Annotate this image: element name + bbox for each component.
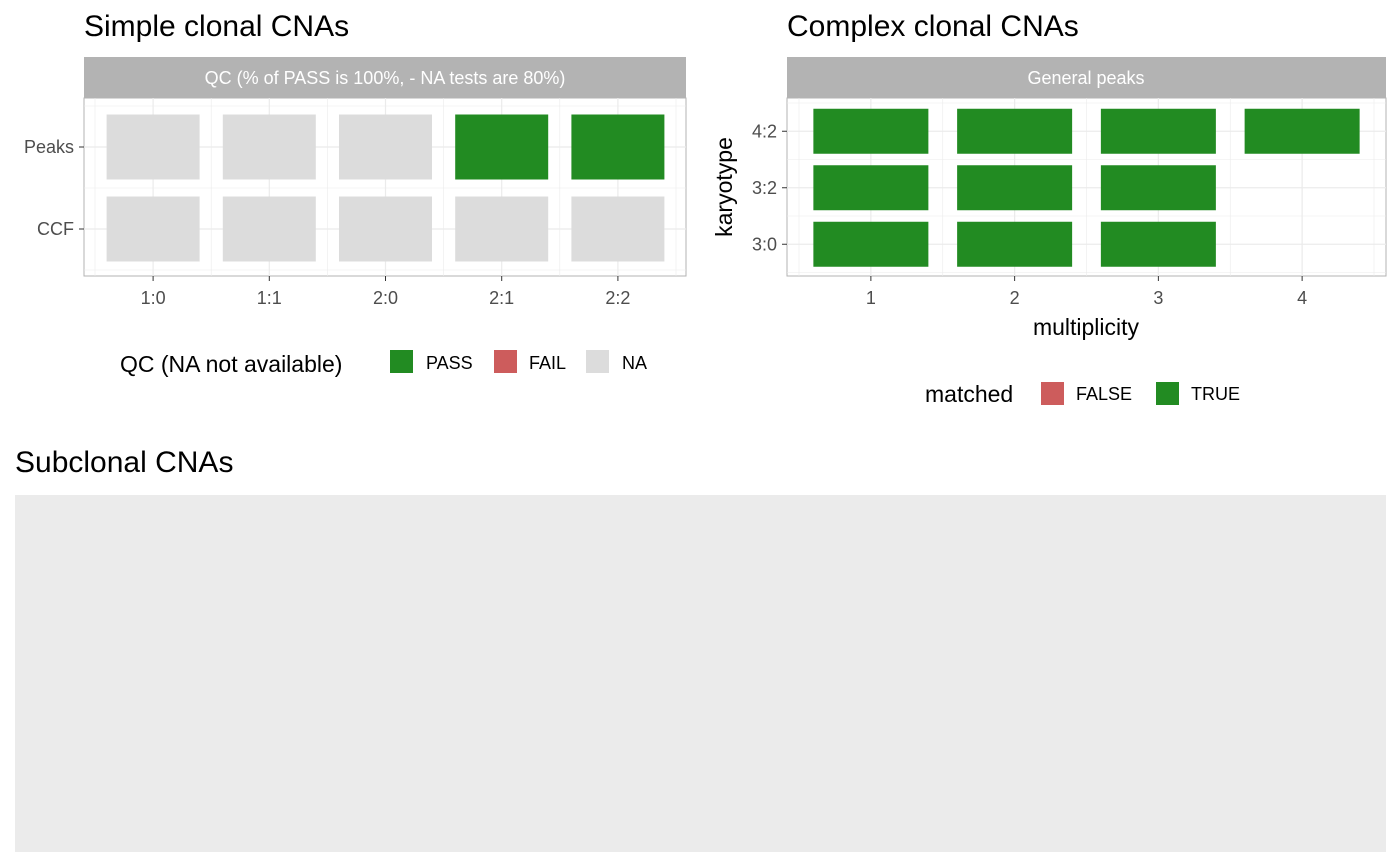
x-tick-label-2-2: 2:2 xyxy=(605,288,630,308)
x-tick-label-1-0: 1:0 xyxy=(141,288,166,308)
simple-legend-label-fail: FAIL xyxy=(529,353,566,373)
tile-3-3-0-true xyxy=(1100,221,1216,267)
x-tick-label-1: 1 xyxy=(866,288,876,308)
tile-3-4-2-true xyxy=(1100,108,1216,154)
tile-1-1-ccf-na xyxy=(222,196,316,262)
simple-clonal-cnas-plot: Simple clonal CNAs QC (% of PASS is 100%… xyxy=(24,10,687,377)
tile-2-2-ccf-na xyxy=(571,196,665,262)
tile-2-1-ccf-na xyxy=(455,196,549,262)
tile-4-4-2-true xyxy=(1244,108,1360,154)
tile-2-2-peaks-pass xyxy=(571,114,665,180)
tile-1-4-2-true xyxy=(813,108,929,154)
complex-tiles xyxy=(813,108,1360,267)
tile-2-4-2-true xyxy=(957,108,1073,154)
complex-legend-label-true: TRUE xyxy=(1191,384,1240,404)
complex-plot-title: Complex clonal CNAs xyxy=(787,10,1079,43)
complex-x-axis: 1 2 3 4 xyxy=(866,276,1307,308)
simple-strip-label: QC (% of PASS is 100%, - NA tests are 80… xyxy=(205,68,566,88)
simple-legend-label-na: NA xyxy=(622,353,647,373)
tile-2-0-peaks-na xyxy=(339,114,432,180)
complex-x-axis-title: multiplicity xyxy=(1033,314,1140,340)
complex-y-axis-title: karyotype xyxy=(711,137,737,237)
complex-legend-key-true xyxy=(1156,382,1179,405)
x-tick-label-2: 2 xyxy=(1010,288,1020,308)
simple-legend-label-pass: PASS xyxy=(426,353,473,373)
simple-legend-key-na xyxy=(586,350,609,373)
x-tick-label-1-1: 1:1 xyxy=(257,288,282,308)
simple-legend-key-fail xyxy=(494,350,517,373)
y-tick-label-peaks: Peaks xyxy=(24,137,74,157)
y-tick-label-3-2: 3:2 xyxy=(752,178,777,198)
x-tick-label-2-1: 2:1 xyxy=(489,288,514,308)
tile-1-3-0-true xyxy=(813,221,929,267)
tile-1-0-peaks-na xyxy=(106,114,200,180)
complex-legend-title: matched xyxy=(925,381,1013,407)
subclonal-empty-panel xyxy=(15,495,1386,852)
x-tick-label-2-0: 2:0 xyxy=(373,288,398,308)
tile-1-1-peaks-na xyxy=(222,114,316,180)
tile-3-3-2-true xyxy=(1100,165,1216,211)
complex-legend: matched FALSE TRUE xyxy=(925,381,1240,407)
simple-legend-key-pass xyxy=(390,350,413,373)
tile-2-3-0-true xyxy=(957,221,1073,267)
tile-1-3-2-true xyxy=(813,165,929,211)
simple-tiles xyxy=(106,114,665,262)
tile-2-0-ccf-na xyxy=(339,196,432,262)
tile-2-1-peaks-pass xyxy=(455,114,549,180)
subclonal-cnas-plot: Subclonal CNAs xyxy=(15,446,1386,852)
tile-1-0-ccf-na xyxy=(106,196,200,262)
simple-legend: QC (NA not available) PASS FAIL NA xyxy=(120,350,647,377)
simple-plot-title: Simple clonal CNAs xyxy=(84,10,349,43)
complex-y-axis: 4:2 3:2 3:0 xyxy=(752,121,787,254)
simple-x-axis: 1:0 1:1 2:0 2:1 2:2 xyxy=(141,276,630,308)
complex-strip-label: General peaks xyxy=(1027,68,1144,88)
y-tick-label-3-0: 3:0 xyxy=(752,234,777,254)
simple-legend-title: QC (NA not available) xyxy=(120,351,342,377)
complex-strip xyxy=(787,57,1386,98)
x-tick-label-4: 4 xyxy=(1297,288,1307,308)
y-tick-label-ccf: CCF xyxy=(37,219,74,239)
complex-clonal-cnas-plot: Complex clonal CNAs General peaks 4:2 3:2… xyxy=(711,10,1387,407)
complex-legend-key-false xyxy=(1041,382,1064,405)
simple-y-axis: Peaks CCF xyxy=(24,137,84,239)
subclonal-plot-title: Subclonal CNAs xyxy=(15,446,233,479)
simple-strip xyxy=(84,57,686,98)
x-tick-label-3: 3 xyxy=(1153,288,1163,308)
complex-legend-label-false: FALSE xyxy=(1076,384,1132,404)
tile-2-3-2-true xyxy=(957,165,1073,211)
y-tick-label-4-2: 4:2 xyxy=(752,121,777,141)
